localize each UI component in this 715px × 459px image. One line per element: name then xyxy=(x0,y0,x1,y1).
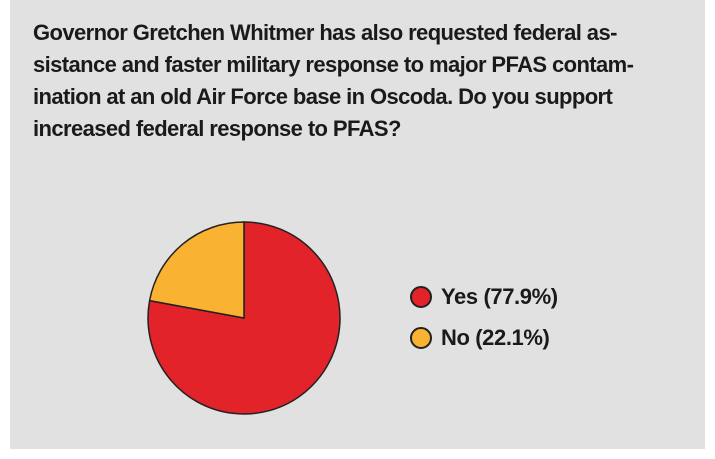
poll-question: Governor Gretchen Whitmer has also reque… xyxy=(33,17,683,145)
question-line: sistance and faster military response to… xyxy=(33,52,634,77)
question-line: Governor Gretchen Whitmer has also reque… xyxy=(33,20,617,45)
poll-card: Governor Gretchen Whitmer has also reque… xyxy=(10,0,705,449)
legend-label-yes: Yes (77.9%) xyxy=(441,284,558,309)
question-line: ination at an old Air Force base in Osco… xyxy=(33,84,613,109)
question-line: increased federal response to PFAS? xyxy=(33,116,401,141)
pie-chart xyxy=(147,221,341,415)
pie-slice-yes xyxy=(147,221,341,415)
legend-swatch-no xyxy=(410,327,432,349)
legend-swatch-yes xyxy=(410,286,432,308)
legend-item-yes: Yes (77.9%) xyxy=(410,281,558,313)
legend-item-no: No (22.1%) xyxy=(410,322,558,354)
pie-slice-no xyxy=(148,221,245,319)
legend-label-no: No (22.1%) xyxy=(441,325,550,350)
chart-legend: Yes (77.9%) No (22.1%) xyxy=(410,281,558,363)
